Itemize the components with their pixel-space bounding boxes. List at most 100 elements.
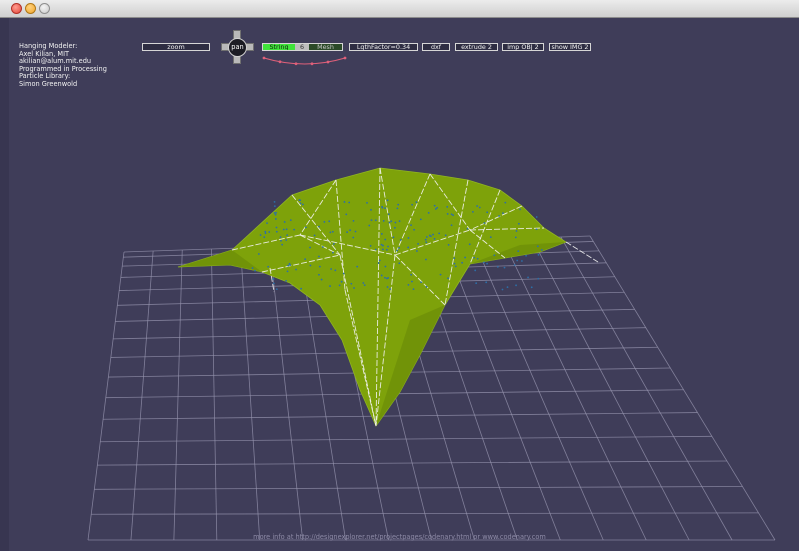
grid-line (444, 240, 561, 541)
mesh-node (503, 266, 506, 269)
credits-email: akilian@alum.mit.edu (19, 57, 92, 66)
mesh-node (411, 280, 413, 283)
mesh-node (433, 237, 436, 240)
mesh-node (515, 230, 518, 232)
mesh-node (502, 212, 504, 215)
mesh-surface (177, 167, 567, 427)
mesh-node (501, 288, 504, 291)
footer-info-text: more info at http://designexplorer.net/p… (253, 533, 546, 541)
mesh-mode-button[interactable]: Mesh (309, 44, 342, 50)
close-window-button[interactable] (11, 3, 22, 14)
string-mesh-toggle[interactable]: String 6 Mesh (262, 43, 343, 51)
mesh-node (410, 273, 413, 276)
mesh-node (384, 238, 387, 241)
mesh-node (340, 280, 343, 283)
length-factor-button[interactable]: LgthFactor=0.34 (349, 43, 418, 51)
pan-button[interactable]: pan (228, 38, 247, 57)
mesh-string (469, 189, 501, 265)
mesh-node (384, 276, 386, 279)
mesh-node (439, 273, 442, 276)
mesh-node (398, 220, 401, 223)
mesh-node (413, 228, 416, 231)
minimize-window-button[interactable] (25, 3, 36, 14)
grid-line (130, 250, 154, 541)
mesh-node (387, 277, 390, 279)
dxf-export-button[interactable]: dxf (422, 43, 450, 51)
mesh-node (461, 261, 464, 264)
mesh-node (369, 244, 372, 247)
mesh-node (398, 262, 401, 265)
grid-line (560, 236, 733, 541)
hanging-mesh[interactable] (177, 167, 567, 427)
mesh-node (273, 212, 276, 214)
mesh-node (268, 231, 271, 233)
mesh-node (323, 221, 326, 223)
pan-control[interactable]: pan (221, 30, 254, 64)
mesh-node (377, 262, 380, 264)
length-factor-indicator[interactable] (262, 56, 347, 66)
credits-title: Hanging Modeler: (19, 42, 78, 50)
mesh-node (411, 203, 414, 206)
mesh-node (353, 287, 355, 289)
mesh-node (318, 225, 320, 228)
grid-line (91, 512, 759, 515)
mesh-node (386, 286, 389, 288)
mesh-node (362, 282, 365, 284)
mesh-node (332, 251, 334, 254)
mesh-node (476, 205, 479, 207)
mesh-node (288, 262, 291, 265)
mesh-node (527, 276, 529, 279)
mesh-node (428, 234, 431, 237)
zoom-button[interactable]: zoom (142, 43, 210, 51)
mesh-node (396, 207, 399, 210)
mesh-node (483, 261, 485, 264)
mesh-node (257, 253, 260, 255)
mode-slider-value[interactable]: 6 (295, 44, 309, 50)
mesh-node (468, 243, 471, 246)
mesh-node (380, 233, 383, 235)
import-obj-button[interactable]: imp OBJ 2 (502, 43, 544, 51)
mesh-node (464, 256, 466, 259)
mesh-string (291, 194, 341, 256)
mesh-node (329, 285, 331, 287)
mesh-node (263, 236, 266, 239)
mesh-node (334, 269, 337, 272)
length-handle (262, 56, 266, 60)
mesh-node (452, 214, 454, 217)
mesh-node (318, 265, 321, 268)
mesh-node (350, 282, 353, 285)
extrude-button[interactable]: extrude 2 (455, 43, 498, 51)
mesh-node (517, 222, 520, 225)
mesh-string (429, 173, 471, 231)
mesh-node (332, 243, 335, 245)
credits-panel: Hanging Modeler: Axel Kilian, MIT akilia… (19, 42, 107, 89)
mesh-shaded-facet (178, 250, 262, 272)
mesh-node (259, 234, 262, 236)
mesh-node (384, 265, 387, 268)
show-image-button[interactable]: show IMG 2 (549, 43, 591, 51)
mesh-node (478, 206, 481, 209)
string-mode-button[interactable]: String (263, 44, 295, 50)
mesh-node (390, 220, 393, 223)
mesh-node (293, 228, 296, 231)
mesh-node (436, 206, 439, 209)
mesh-node (521, 260, 523, 262)
3d-viewport[interactable] (0, 18, 799, 551)
mesh-node (486, 262, 488, 265)
mesh-node (434, 208, 437, 210)
mesh-node (264, 232, 267, 235)
mesh-node (280, 239, 282, 242)
mesh-node (393, 226, 396, 229)
mesh-node (287, 264, 290, 267)
mesh-node (328, 220, 331, 223)
grid-line (97, 460, 727, 466)
zoom-window-button[interactable] (39, 3, 50, 14)
length-handle (278, 60, 282, 64)
mesh-node (438, 232, 441, 235)
mesh-node (342, 272, 345, 275)
mesh-node (272, 278, 275, 281)
mesh-node (374, 219, 377, 222)
mesh-node (273, 200, 276, 203)
mesh-node (516, 259, 519, 262)
mesh-node (281, 243, 284, 246)
